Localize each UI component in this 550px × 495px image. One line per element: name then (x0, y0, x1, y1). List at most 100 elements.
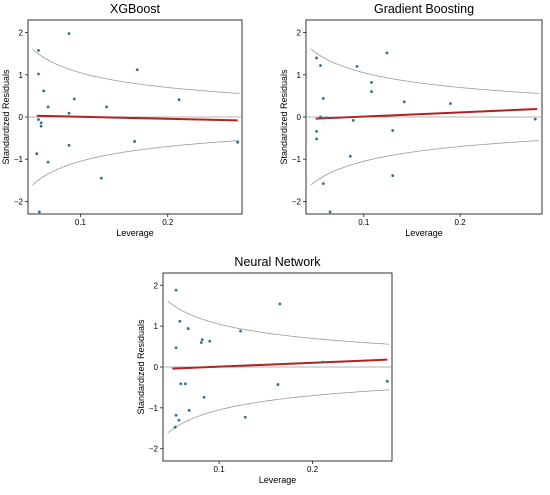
y-tick-label: 1 (154, 322, 159, 331)
data-point (173, 425, 177, 429)
data-point (315, 129, 318, 133)
data-point (42, 89, 46, 93)
y-axis-label: Standardized Residuals (279, 69, 289, 165)
panel-1: −2 −1 0 1 2 0.1 0.2 Gradient Boosting Leverage St… (279, 2, 543, 238)
x-tick-label: 0.2 (162, 218, 174, 227)
x-axis-label: Leverage (405, 228, 443, 238)
x-tick-label: 0.1 (75, 218, 87, 227)
chart-title: Gradient Boosting (374, 2, 474, 16)
data-point (348, 154, 352, 158)
data-point (370, 90, 373, 94)
data-point (187, 408, 191, 412)
data-point (391, 174, 395, 178)
data-point (178, 319, 182, 323)
data-point (177, 418, 181, 422)
data-point (449, 102, 452, 105)
data-point (355, 64, 359, 68)
data-point (239, 329, 242, 333)
data-point (391, 129, 395, 132)
data-point (39, 124, 43, 128)
x-tick-label: 0.2 (307, 465, 319, 474)
data-point (533, 117, 537, 121)
data-point (200, 338, 204, 342)
y-tick-label: −2 (14, 197, 24, 206)
y-tick-label: −1 (149, 404, 159, 413)
data-point (67, 143, 71, 147)
data-point (174, 288, 178, 292)
data-point (37, 48, 40, 52)
chart-title: Neural Network (234, 255, 321, 269)
data-point (186, 327, 190, 330)
data-point (37, 118, 40, 121)
data-point (236, 140, 240, 144)
data-point (199, 341, 203, 344)
contour-lower (167, 389, 390, 434)
data-point (177, 98, 181, 102)
data-point (105, 105, 109, 109)
panel-2: −2 −1 0 1 2 0.1 0.2 Neural Network Leverage Stand… (136, 255, 393, 485)
contour-lower (310, 140, 540, 186)
data-point (243, 415, 247, 419)
data-point (321, 97, 325, 100)
data-point (37, 72, 40, 76)
y-axis-label: Standardized Residuals (136, 319, 146, 415)
y-tick-label: 2 (154, 281, 159, 290)
data-point (328, 210, 332, 214)
data-point (321, 182, 325, 186)
data-point (315, 137, 318, 141)
contour-upper (167, 300, 390, 345)
data-point (208, 339, 212, 343)
y-tick-label: 1 (297, 71, 302, 80)
y-axis-label: Standardized Residuals (1, 69, 11, 165)
data-point (385, 51, 389, 55)
y-tick-label: −1 (292, 155, 302, 164)
data-point (202, 395, 206, 399)
data-point (174, 346, 178, 350)
y-tick-label: 2 (19, 29, 24, 38)
y-tick-label: 0 (154, 363, 159, 372)
y-tick-label: −2 (292, 197, 302, 206)
panel-0: −2 −1 0 1 2 0.1 0.2 XGBoost Leverage Standardized… (1, 2, 243, 238)
y-tick-label: −2 (149, 445, 159, 454)
data-point (321, 360, 325, 364)
data-point (174, 413, 178, 417)
x-tick-label: 0.1 (214, 465, 226, 474)
x-tick-label: 0.1 (358, 218, 370, 227)
contour-upper (310, 48, 540, 94)
fit-line (172, 358, 388, 370)
x-tick-label: 0.2 (455, 218, 467, 227)
fit-line (315, 107, 538, 120)
y-tick-label: 1 (19, 71, 24, 80)
y-tick-label: 2 (297, 29, 302, 38)
data-point (67, 32, 71, 35)
data-point (46, 105, 50, 109)
contour-lower (32, 140, 240, 186)
data-point (37, 210, 41, 214)
data-point (99, 176, 103, 180)
data-point (319, 64, 322, 67)
data-point (67, 111, 71, 115)
data-point (35, 152, 39, 156)
data-point (135, 68, 139, 72)
y-tick-label: −1 (14, 155, 24, 164)
data-point (278, 302, 282, 306)
data-point (315, 56, 318, 60)
y-tick-label: 0 (19, 113, 24, 122)
data-point (276, 383, 280, 386)
data-point (184, 382, 187, 386)
data-point (385, 379, 389, 383)
data-point (370, 81, 373, 84)
data-point (351, 118, 355, 122)
chart-title: XGBoost (110, 2, 161, 16)
y-tick-label: 0 (297, 113, 302, 122)
data-point (72, 97, 76, 101)
fit-line (36, 114, 238, 122)
data-point (324, 116, 328, 120)
data-point (319, 115, 322, 119)
contour-upper (32, 48, 240, 94)
data-point (402, 100, 406, 104)
data-point (133, 140, 136, 143)
data-point (46, 160, 50, 164)
x-axis-label: Leverage (259, 475, 297, 485)
